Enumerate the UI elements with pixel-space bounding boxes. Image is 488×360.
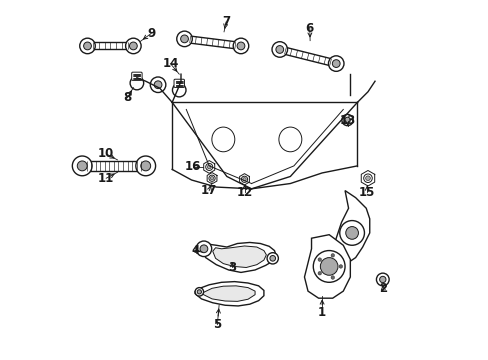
Text: 14: 14 — [162, 57, 178, 70]
Circle shape — [208, 175, 215, 181]
Circle shape — [83, 42, 91, 50]
Circle shape — [141, 161, 150, 171]
Circle shape — [200, 245, 207, 253]
Circle shape — [233, 38, 248, 54]
FancyBboxPatch shape — [174, 79, 184, 87]
Circle shape — [197, 290, 201, 294]
Text: 12: 12 — [236, 186, 252, 199]
Text: 1: 1 — [317, 306, 325, 319]
Circle shape — [205, 163, 212, 170]
Polygon shape — [334, 190, 369, 265]
Text: 11: 11 — [98, 172, 114, 185]
Circle shape — [365, 176, 369, 181]
Circle shape — [379, 276, 385, 283]
Circle shape — [210, 176, 213, 180]
Circle shape — [345, 226, 358, 239]
Circle shape — [339, 221, 364, 245]
Circle shape — [330, 253, 334, 257]
Circle shape — [241, 176, 247, 183]
Polygon shape — [195, 282, 264, 306]
Text: 9: 9 — [146, 27, 155, 40]
Polygon shape — [304, 235, 349, 298]
Circle shape — [180, 35, 188, 43]
Circle shape — [130, 76, 143, 90]
Text: 16: 16 — [185, 161, 201, 174]
Text: 3: 3 — [227, 261, 236, 274]
Circle shape — [80, 38, 95, 54]
Circle shape — [328, 56, 343, 71]
Circle shape — [77, 161, 87, 171]
Text: 5: 5 — [213, 318, 221, 331]
Circle shape — [136, 156, 155, 176]
Text: 2: 2 — [378, 282, 386, 295]
Circle shape — [376, 273, 388, 286]
Polygon shape — [212, 246, 266, 267]
Text: 15: 15 — [358, 186, 375, 199]
Circle shape — [317, 271, 321, 275]
FancyBboxPatch shape — [131, 72, 142, 80]
Circle shape — [363, 174, 371, 183]
Text: 17: 17 — [201, 184, 217, 197]
Circle shape — [269, 256, 275, 261]
Circle shape — [207, 165, 211, 169]
Circle shape — [275, 46, 283, 53]
Polygon shape — [87, 42, 133, 49]
Circle shape — [154, 81, 162, 89]
Circle shape — [266, 253, 278, 264]
Circle shape — [72, 156, 92, 176]
Text: 13: 13 — [339, 114, 355, 127]
Circle shape — [344, 117, 349, 123]
Ellipse shape — [278, 127, 301, 152]
Circle shape — [243, 177, 245, 181]
Circle shape — [196, 241, 211, 257]
Polygon shape — [82, 161, 145, 171]
Circle shape — [176, 31, 192, 47]
Circle shape — [125, 38, 141, 54]
Polygon shape — [202, 242, 276, 273]
Text: 6: 6 — [305, 22, 313, 35]
Circle shape — [313, 251, 345, 282]
Circle shape — [129, 42, 137, 50]
Circle shape — [317, 258, 321, 261]
Circle shape — [150, 77, 165, 93]
Circle shape — [195, 288, 203, 296]
Text: 8: 8 — [123, 91, 131, 104]
Polygon shape — [201, 286, 255, 301]
Circle shape — [320, 258, 337, 275]
Text: 4: 4 — [191, 244, 199, 257]
Ellipse shape — [211, 127, 234, 152]
Text: 7: 7 — [222, 15, 230, 28]
Circle shape — [338, 265, 342, 268]
Circle shape — [271, 42, 287, 57]
Polygon shape — [183, 35, 241, 49]
Polygon shape — [278, 46, 336, 67]
Circle shape — [237, 42, 244, 50]
Circle shape — [341, 114, 352, 126]
Circle shape — [330, 276, 334, 279]
Circle shape — [172, 83, 185, 97]
Circle shape — [332, 60, 340, 67]
Text: 10: 10 — [98, 147, 114, 161]
